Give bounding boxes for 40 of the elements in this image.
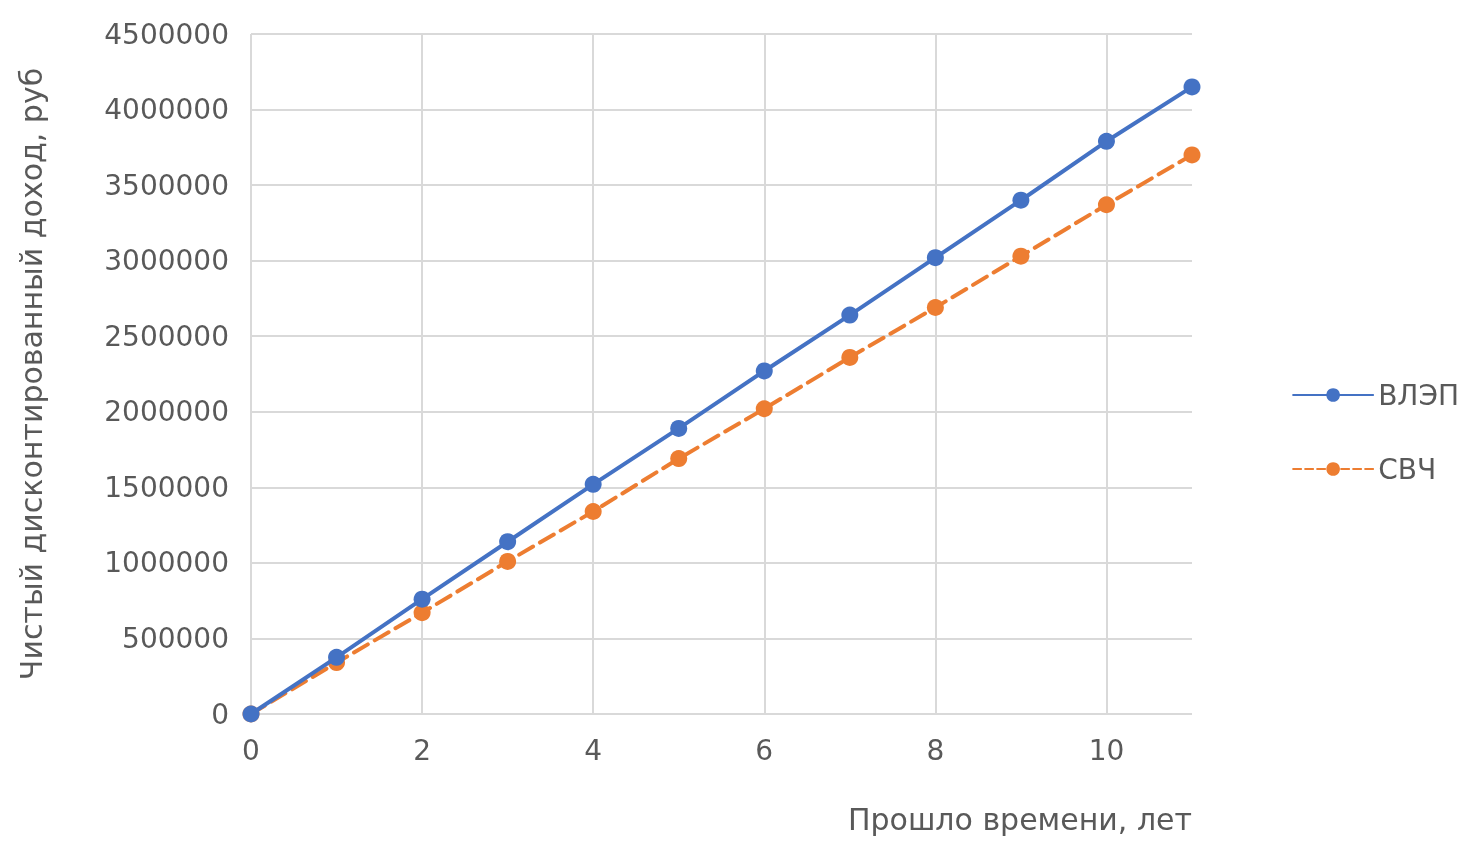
point [841, 306, 859, 324]
y-tick-label: 4000000 [104, 93, 229, 127]
y-tick-label: 4500000 [104, 17, 229, 51]
x-tick-label: 8 [926, 733, 945, 767]
point [926, 249, 944, 267]
point [1012, 191, 1030, 209]
x-tick-label: 6 [755, 733, 774, 767]
point [1097, 196, 1115, 214]
point [413, 590, 431, 608]
y-tick-label: 2500000 [104, 319, 229, 353]
x-tick-label: 2 [413, 733, 431, 767]
point [499, 533, 517, 551]
legend-label: СВЧ [1378, 452, 1437, 486]
point [670, 450, 688, 468]
x-tick-label: 10 [1088, 733, 1125, 767]
y-tick-label: 500000 [122, 621, 229, 655]
x-tick-label: 4 [584, 733, 603, 767]
x-tick-label: 0 [242, 733, 260, 767]
legend-label: ВЛЭП [1378, 378, 1460, 412]
point [755, 400, 773, 418]
point [584, 475, 602, 493]
point [755, 362, 773, 380]
y-tick-label: 2000000 [104, 395, 229, 429]
point [499, 552, 517, 570]
point [1097, 132, 1115, 150]
y-tick-label: 3500000 [104, 168, 229, 202]
point [1012, 247, 1030, 265]
y-tick-label: 1000000 [104, 546, 229, 580]
point [841, 348, 859, 366]
y-tick-label: 1500000 [104, 470, 229, 504]
point [1183, 146, 1201, 164]
point [584, 503, 602, 521]
y-tick-label: 3000000 [104, 244, 229, 278]
x-axis-title: Прошло времени, лет [847, 801, 1192, 837]
y-tick-label: 0 [211, 697, 229, 731]
point [1183, 78, 1201, 96]
point [926, 299, 944, 317]
point [670, 419, 688, 437]
point [328, 648, 346, 666]
y-axis-title: Чистый дисконтированный доход, руб [13, 67, 49, 681]
